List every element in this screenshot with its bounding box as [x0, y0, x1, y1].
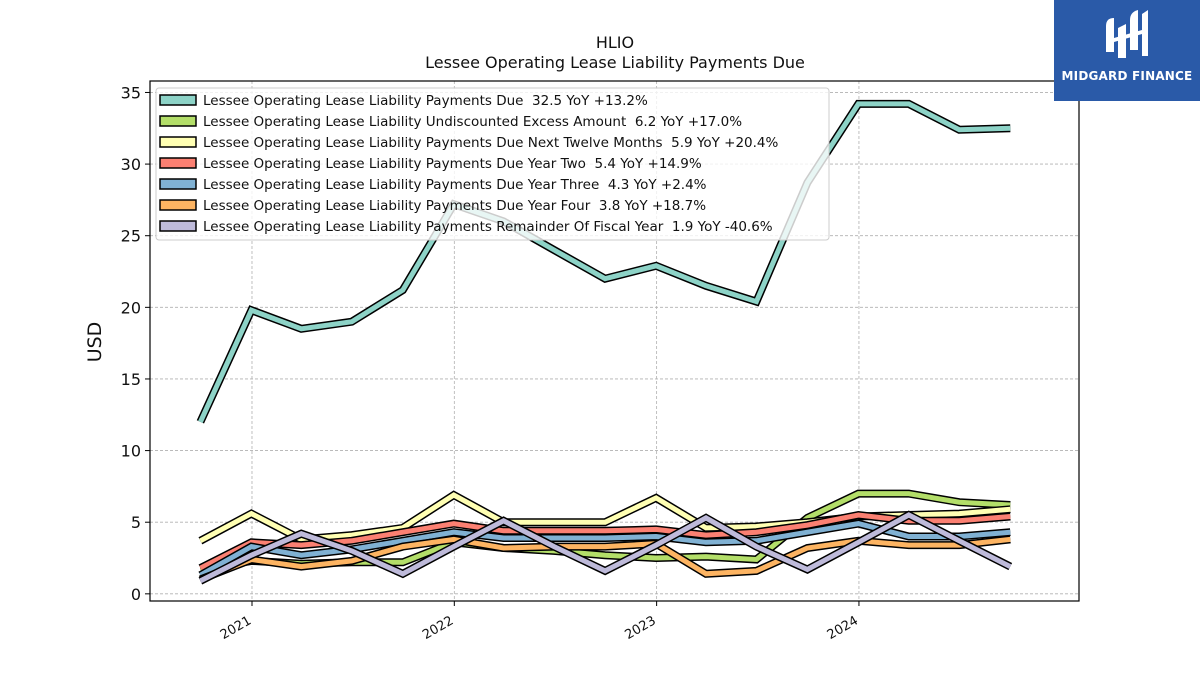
legend-label: Lessee Operating Lease Liability Payment…	[203, 156, 702, 172]
legend-item: Lessee Operating Lease Liability Payment…	[159, 93, 648, 109]
series-layer	[196, 99, 1013, 585]
legend-swatch	[159, 220, 197, 232]
legend-label: Lessee Operating Lease Liability Payment…	[203, 177, 707, 193]
brand-logo-text: MIDGARD FINANCE	[1061, 69, 1193, 83]
legend-item: Lessee Operating Lease Liability Payment…	[159, 177, 707, 193]
series-line-stroke	[199, 512, 1012, 584]
legend-swatch	[159, 115, 197, 127]
legend-label: Lessee Operating Lease Liability Payment…	[203, 93, 648, 109]
legend-swatch	[159, 199, 197, 211]
series-line-7	[198, 510, 1013, 585]
y-tick-label: 0	[131, 585, 141, 604]
y-tick-label: 35	[121, 83, 141, 102]
chart-subtitle: Lessee Operating Lease Liability Payment…	[425, 53, 805, 72]
y-tick-label: 30	[121, 155, 141, 174]
series-line-5	[198, 519, 1011, 579]
series-line-6	[198, 535, 1011, 584]
legend-item: Lessee Operating Lease Liability Payment…	[159, 135, 778, 151]
legend-swatch	[159, 94, 197, 106]
legend-item: Lessee Operating Lease Liability Payment…	[159, 156, 702, 172]
legend-item: Lessee Operating Lease Liability Undisco…	[159, 114, 742, 130]
brand-logo: MIDGARD FINANCE	[1054, 0, 1200, 101]
legend-swatch	[159, 136, 197, 148]
y-tick-label: 20	[121, 298, 141, 317]
legend-swatch	[159, 157, 197, 169]
legend-label: Lessee Operating Lease Liability Payment…	[203, 198, 706, 214]
legend: Lessee Operating Lease Liability Payment…	[155, 87, 830, 241]
series-line-stroke	[198, 101, 1011, 423]
y-tick-label: 15	[121, 370, 141, 389]
x-tick-label: 2023	[622, 613, 658, 643]
x-tick-label: 2021	[218, 613, 254, 643]
legend-label: Lessee Operating Lease Liability Payment…	[203, 219, 773, 235]
series-line-stroke	[199, 536, 1011, 582]
series-line-stroke	[199, 521, 1011, 578]
legend-swatch	[159, 178, 197, 190]
chart-title: HLIO	[596, 33, 634, 52]
y-tick-label: 10	[121, 442, 141, 461]
legend-item: Lessee Operating Lease Liability Payment…	[159, 198, 706, 214]
x-tick-label: 2024	[825, 613, 861, 643]
legend-item: Lessee Operating Lease Liability Payment…	[159, 219, 773, 235]
brand-logo-icon	[1106, 10, 1148, 58]
y-axis-label: USD	[84, 322, 106, 363]
legend-label: Lessee Operating Lease Liability Undisco…	[203, 114, 742, 130]
plot-frame	[149, 80, 1080, 602]
series-line-1	[196, 99, 1011, 424]
y-tick-label: 5	[131, 513, 141, 532]
x-tick-label: 2022	[420, 613, 456, 643]
y-tick-label: 25	[121, 227, 141, 246]
legend-label: Lessee Operating Lease Liability Payment…	[203, 135, 778, 151]
legend-box	[155, 87, 830, 241]
